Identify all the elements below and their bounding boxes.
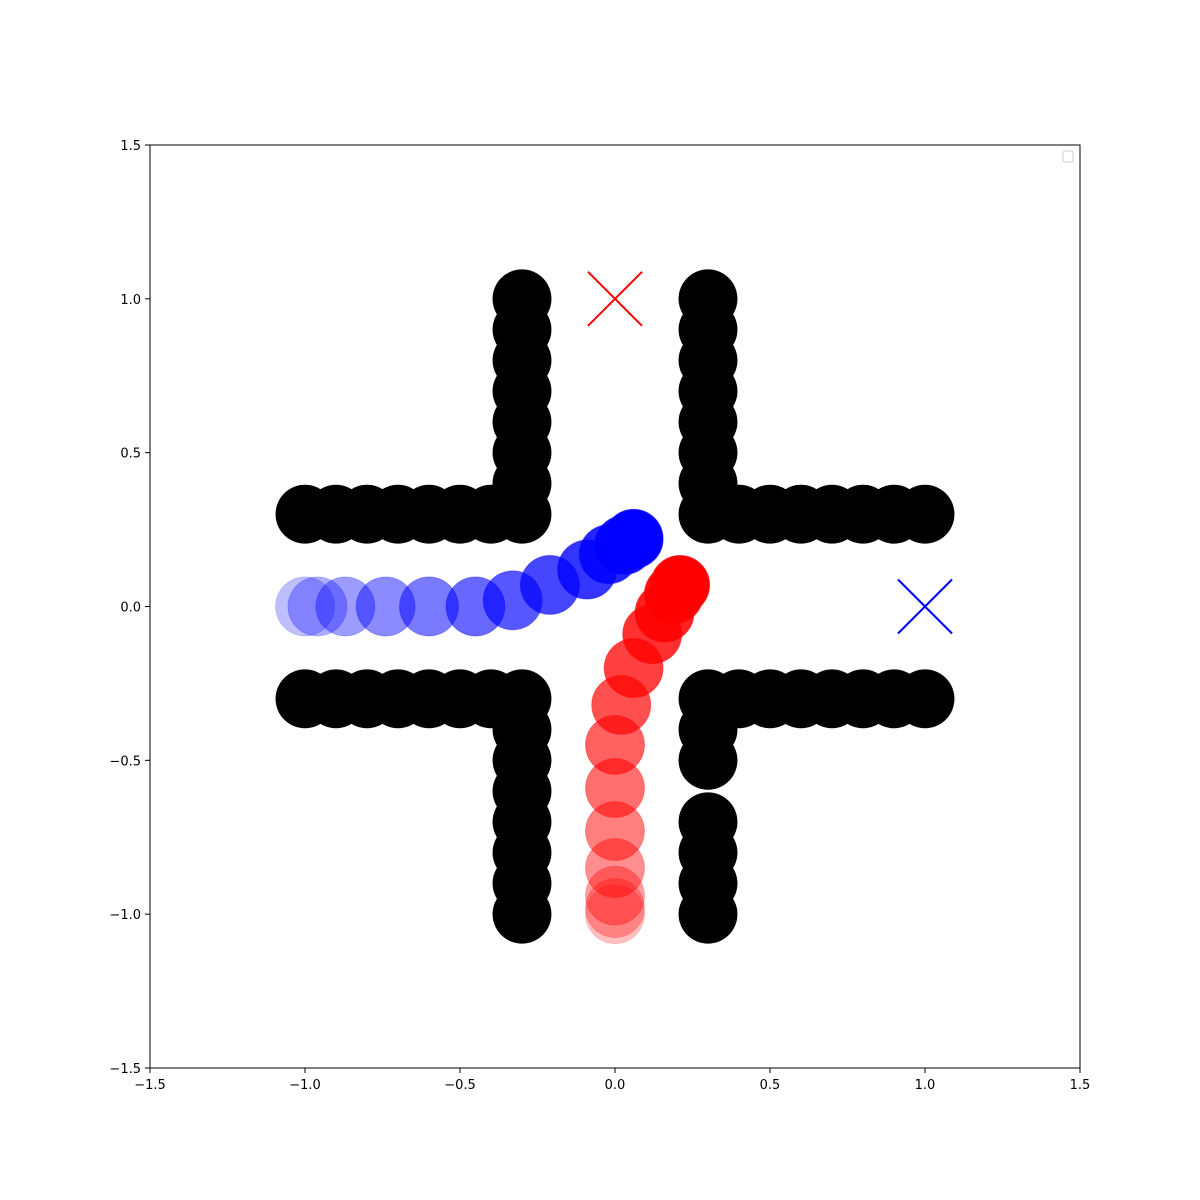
goal-markers <box>587 271 953 635</box>
obstacle-point <box>895 669 955 729</box>
obstacle-point <box>492 269 552 329</box>
agent-1-trajectory-point <box>287 576 348 637</box>
y-tick-label: −0.5 <box>109 754 141 769</box>
agent-2-trajectory-point <box>585 884 645 945</box>
plot-marks <box>275 269 955 945</box>
x-tick-label: 0.0 <box>605 1078 626 1093</box>
y-tick-label: −1.0 <box>109 908 141 923</box>
x-tick-label: −1.0 <box>289 1078 321 1093</box>
agent-1-goal-marker <box>897 578 953 635</box>
y-tick-label: 1.5 <box>120 139 141 154</box>
x-tick-label: 1.0 <box>915 1078 936 1093</box>
agent-1-trajectory-point <box>275 576 335 637</box>
agent-2-trajectory-point <box>585 878 645 938</box>
agent-1-trajectory-point <box>315 576 376 637</box>
y-tick-label: 0.5 <box>120 447 141 462</box>
y-axis-ticks: −1.5 −1.0 −0.5 0.0 0.5 1.0 1.5 <box>109 139 150 1077</box>
legend-box <box>1062 150 1074 163</box>
y-tick-label: −1.5 <box>109 1062 141 1077</box>
x-tick-label: −1.5 <box>134 1078 166 1093</box>
agent-2-goal-marker <box>587 271 643 327</box>
obstacle-point <box>678 884 738 944</box>
agent-1-trajectory-point <box>603 508 664 569</box>
x-axis-ticks: −1.5 −1.0 −0.5 0.0 0.5 1.0 1.5 <box>134 1068 1090 1093</box>
obstacle-point <box>895 484 955 544</box>
x-tick-label: −0.5 <box>444 1078 476 1093</box>
agent-2-trajectory-point <box>650 555 711 615</box>
y-tick-label: 1.0 <box>120 293 141 308</box>
obstacle-point <box>678 730 738 790</box>
obstacle-point <box>492 884 552 944</box>
y-tick-label: 0.0 <box>120 601 141 616</box>
agent-2-trajectory-point <box>585 865 645 926</box>
x-tick-label: 0.5 <box>760 1078 781 1093</box>
obstacle-point <box>678 269 738 329</box>
x-tick-label: 1.5 <box>1070 1078 1091 1093</box>
